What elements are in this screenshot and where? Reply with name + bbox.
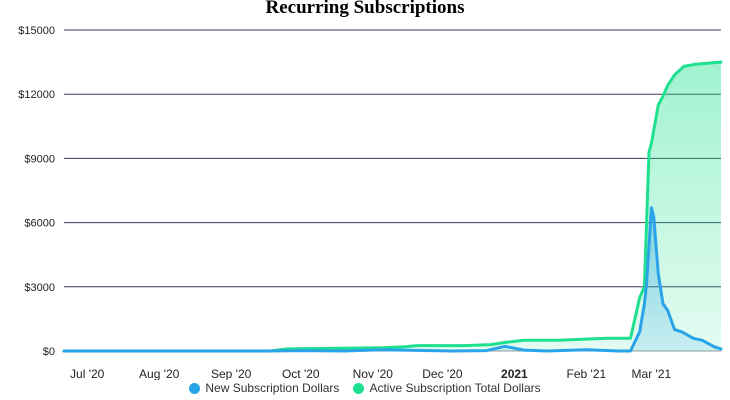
- x-tick-label: Mar '21: [632, 367, 672, 380]
- legend-label-new-subscription: New Subscription Dollars: [205, 381, 340, 395]
- x-tick-label: Nov '20: [353, 367, 394, 380]
- chart-title: Recurring Subscriptions: [265, 0, 465, 18]
- legend-item-new-subscription[interactable]: New Subscription Dollars: [189, 381, 339, 395]
- y-tick-label: $6000: [24, 218, 55, 230]
- chart-plot: $0 $3000 $6000 $9000 $12000 $15000 Jul '20 Aug …: [18, 25, 723, 381]
- y-tick-label: $0: [43, 346, 55, 358]
- legend-label-active-subscription: Active Subscription Total Dollars: [369, 381, 541, 395]
- x-tick-label: Jul '20: [70, 367, 105, 380]
- x-tick-label: Feb '21: [567, 367, 607, 380]
- legend-swatch-new-subscription: [189, 382, 201, 394]
- legend-swatch-active-subscription: [353, 382, 365, 394]
- x-tick-label: Oct '20: [282, 367, 320, 380]
- x-tick-label: 2021: [501, 367, 528, 380]
- y-tick-label: $12000: [18, 89, 55, 101]
- x-tick-label: Sep '20: [211, 367, 252, 380]
- x-tick-label: Aug '20: [139, 367, 180, 380]
- active-subscription-area: [64, 62, 721, 351]
- new-subscription-line[interactable]: [62, 206, 723, 353]
- y-tick-label: $15000: [18, 25, 55, 37]
- x-tick-label: Dec '20: [422, 367, 463, 380]
- new-subscription-area: [64, 207, 721, 351]
- legend-item-active-subscription[interactable]: Active Subscription Total Dollars: [353, 381, 541, 395]
- y-tick-label: $9000: [24, 153, 55, 165]
- active-subscription-line[interactable]: [62, 60, 723, 353]
- y-tick-label: $3000: [24, 282, 55, 294]
- chart-legend: New Subscription Dollars Active Subscrip…: [0, 381, 730, 395]
